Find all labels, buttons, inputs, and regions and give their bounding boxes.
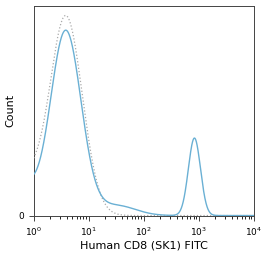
X-axis label: Human CD8 (SK1) FITC: Human CD8 (SK1) FITC — [80, 240, 208, 250]
Y-axis label: Count: Count — [6, 94, 16, 127]
